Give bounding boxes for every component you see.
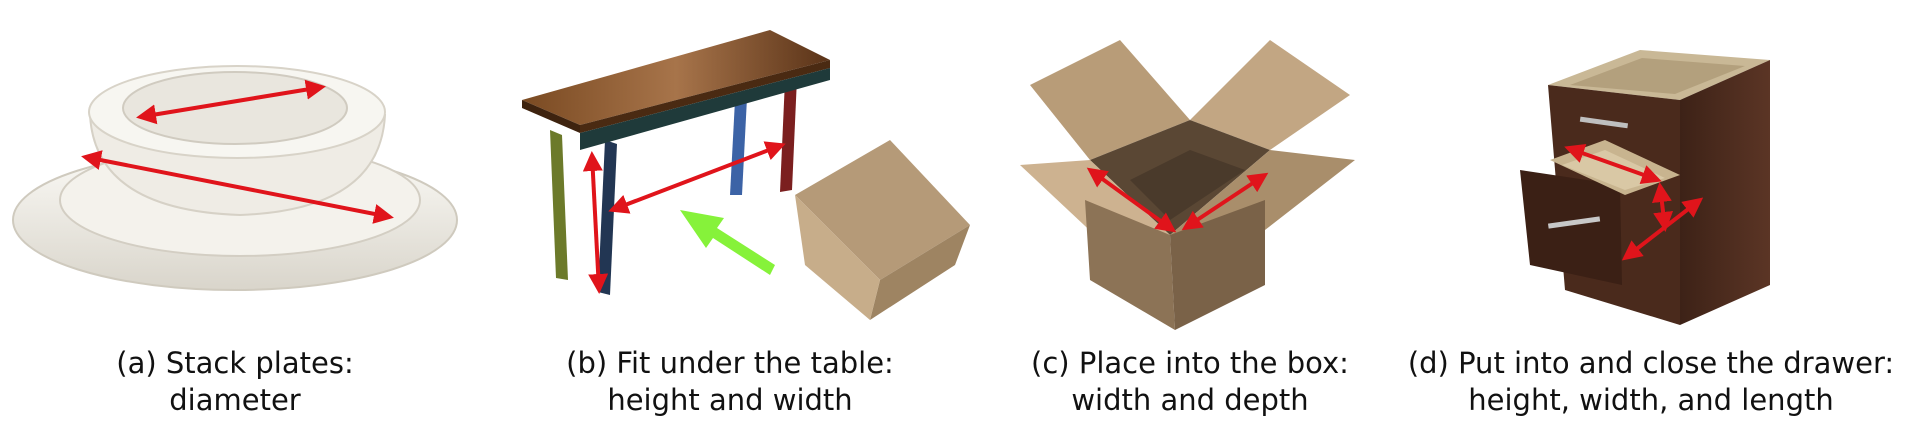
table-apron: [580, 68, 830, 150]
caption-a-line1: (a) Stack plates:: [116, 346, 354, 380]
caption-d: (d) Put into and close the drawer: heigh…: [1390, 345, 1912, 419]
table-leg-front-left: [550, 130, 568, 280]
caption-b-line2: height and width: [607, 383, 853, 417]
caption-d-line2: height, width, and length: [1468, 383, 1834, 417]
caption-c-line2: width and depth: [1071, 383, 1309, 417]
width-arrow: [608, 141, 786, 214]
open-drawer-handle: [1547, 216, 1601, 229]
box-front-left: [1085, 200, 1175, 330]
drawer-cabinet-illustration: [1520, 50, 1770, 325]
open-box-illustration: [1020, 40, 1355, 330]
table-top: [522, 30, 830, 125]
top-drawer-handle: [1579, 116, 1629, 129]
box-top: [795, 140, 970, 280]
box-front: [795, 195, 880, 320]
caption-b-line1: (b) Fit under the table:: [566, 346, 894, 380]
width-arrow-drawer: [1621, 197, 1704, 261]
caption-a: (a) Stack plates: diameter: [0, 345, 470, 419]
box-flap-back-left: [1030, 40, 1190, 160]
caption-d-line1: (d) Put into and close the drawer:: [1407, 346, 1895, 380]
length-arrow-drawer: [1564, 143, 1662, 185]
caption-c-line1: (c) Place into the box:: [1031, 346, 1349, 380]
table-leg-back-right: [780, 78, 797, 192]
panel-b: (b) Fit under the table: height and widt…: [470, 0, 990, 438]
table-top-front: [580, 60, 830, 133]
caption-c: (c) Place into the box: width and depth: [990, 345, 1390, 419]
open-drawer-front: [1520, 170, 1622, 285]
depth-arrow-box: [1181, 172, 1269, 231]
table-leg-back-left: [598, 140, 617, 295]
width-arrow-box: [1086, 167, 1177, 233]
cabinet-top-inner: [1570, 58, 1745, 94]
box-flap-back-right: [1190, 40, 1350, 150]
table-top-edge: [522, 100, 580, 133]
cabinet-side: [1680, 60, 1770, 325]
box-front-right: [1170, 200, 1265, 330]
table-illustration: [522, 30, 970, 320]
panel-c: (c) Place into the box: width and depth: [990, 0, 1390, 438]
box-side: [870, 225, 970, 320]
table-leg-front-right: [730, 98, 747, 195]
height-arrow: [582, 151, 609, 294]
diameter-arrow-plate: [81, 150, 394, 224]
small-bowl: [122, 71, 348, 145]
panel-d: (d) Put into and close the drawer: heigh…: [1390, 0, 1912, 438]
diameter-arrow-bowl: [136, 79, 326, 125]
caption-b: (b) Fit under the table: height and widt…: [470, 345, 990, 419]
green-motion-arrow: [680, 210, 775, 275]
panel-a: (a) Stack plates: diameter: [0, 0, 470, 438]
stacked-plates-illustration: [12, 65, 458, 291]
caption-a-line2: diameter: [169, 383, 301, 417]
